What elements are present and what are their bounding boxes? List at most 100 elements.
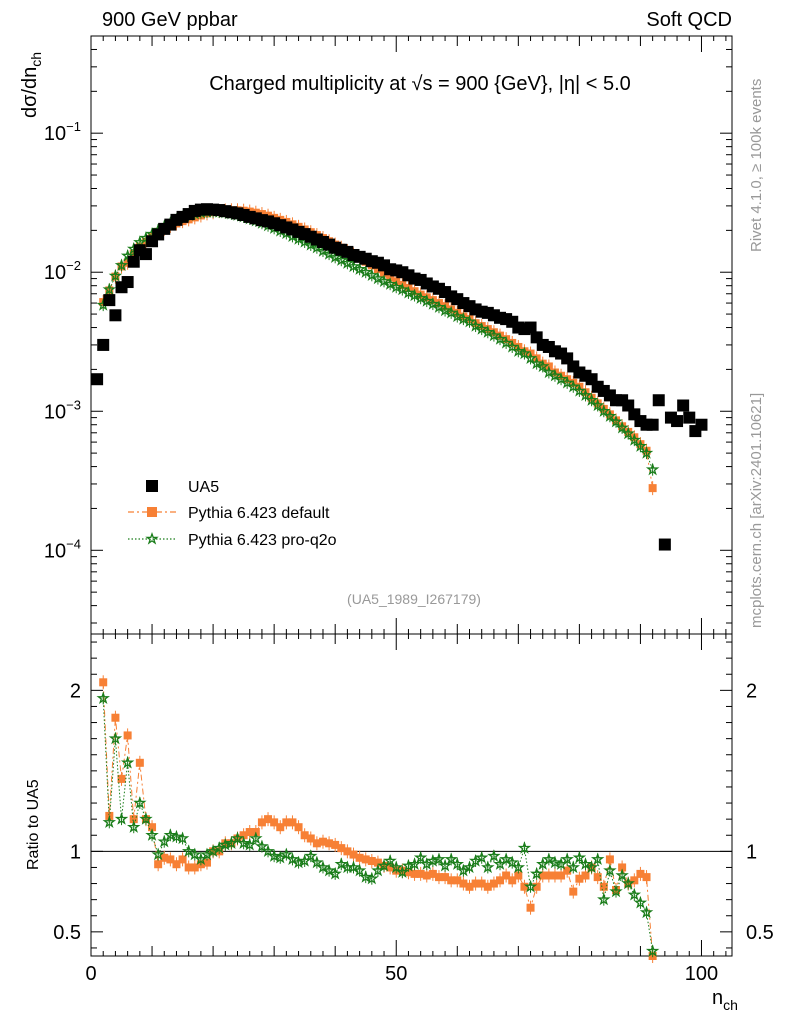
main-ua5-point: [652, 394, 665, 407]
ratio-default-point: [630, 876, 639, 885]
main-ytick-exp: −4: [66, 536, 81, 551]
ratio-default-point: [172, 860, 181, 869]
main-ytick-exp: −1: [66, 119, 81, 134]
ratio-default-point: [154, 860, 163, 869]
main-default-point: [544, 362, 553, 371]
ratio-default-point: [636, 869, 645, 878]
main-default-point: [373, 265, 382, 274]
ratio-default-point: [599, 882, 608, 891]
xlabel-sub: ch: [723, 997, 738, 1013]
main-default-point: [380, 269, 389, 278]
main-ua5-point: [127, 255, 140, 268]
ratio-default-point: [361, 855, 370, 864]
ratio-default-point: [489, 879, 498, 888]
ratio-ytick-label-left: 1: [70, 841, 81, 863]
ratio-default-point: [581, 871, 590, 880]
ratio-ytick-label-right: 0.5: [746, 922, 774, 944]
side-rivet-label: Rivet 4.1.0, ≥ 100k events: [748, 79, 765, 252]
ratio-default-point: [331, 840, 340, 849]
ratio-default-point: [502, 871, 511, 880]
ratio-default-point: [349, 850, 358, 859]
ratio-default-point: [404, 868, 413, 877]
ratio-default-point: [123, 731, 132, 740]
main-ytick-base: 10: [44, 262, 66, 284]
main-ua5-point: [103, 294, 116, 307]
ratio-default-point: [471, 879, 480, 888]
ratio-default-point: [135, 758, 144, 767]
ratio-default-point: [300, 831, 309, 840]
legend: UA5 Pythia 6.423 default Pythia 6.423 pr…: [128, 479, 337, 549]
ratio-default-point: [386, 863, 395, 872]
ratio-default-point: [569, 887, 578, 896]
ratio-default-point: [575, 874, 584, 883]
ratio-default-point: [496, 876, 505, 885]
ratio-default-point: [410, 869, 419, 878]
side-mcplots-label: mcplots.cern.ch [arXiv:2401.10621]: [748, 393, 765, 628]
ratio-default-point: [282, 818, 291, 827]
ratio-default-point: [318, 837, 327, 846]
ratio-default-point: [441, 873, 450, 882]
ratio-default-point: [465, 882, 474, 891]
legend-proq2o-label: Pythia 6.423 pro-q2o: [188, 532, 337, 549]
main-ytick-exp: −2: [66, 258, 81, 273]
plot-title: Charged multiplicity at √s = 900 {GeV}, …: [209, 73, 631, 95]
main-ytick-base: 10: [44, 401, 66, 423]
ratio-ylabel: Ratio to UA5: [25, 779, 42, 870]
main-default-line: [102, 209, 654, 489]
legend-default-label: Pythia 6.423 default: [188, 505, 330, 522]
main-proq2o-line: [102, 211, 654, 470]
xlabel: nch: [712, 987, 738, 1013]
ratio-default-point: [422, 871, 431, 880]
ratio-default-point: [459, 879, 468, 888]
ratio-default-point: [605, 855, 614, 864]
ratio-default-point: [483, 882, 492, 891]
ratio-default-point: [532, 882, 541, 891]
ratio-panel-marks: [97, 675, 659, 963]
ratio-panel-frame: [90, 633, 733, 957]
ratio-default-point: [520, 882, 529, 891]
legend-proq2o-marker: [146, 533, 158, 544]
ratio-default-point: [337, 844, 346, 853]
header-left-label: 900 GeV ppbar: [102, 9, 238, 31]
main-default-point: [386, 273, 395, 282]
ratio-default-point: [160, 853, 169, 862]
main-ua5-point: [500, 313, 513, 326]
main-ytick-base: 10: [44, 123, 66, 145]
main-ua5-point: [249, 212, 262, 225]
main-default-point: [648, 484, 657, 493]
main-default-point: [123, 258, 132, 267]
ratio-default-point: [245, 828, 254, 837]
ratio-default-point: [129, 815, 138, 824]
main-ylabel: dσ/dnch: [19, 52, 44, 118]
main-ytick-base: 10: [44, 540, 66, 562]
legend-ua5-label: UA5: [188, 479, 219, 496]
header-right-label: Soft QCD: [646, 9, 732, 31]
ratio-default-point: [99, 678, 108, 687]
ratio-default-point: [202, 858, 211, 867]
ratio-default-point: [306, 834, 315, 843]
xtick-label: 0: [85, 963, 96, 985]
main-panel-marks: [91, 203, 708, 551]
xtick-label: 50: [385, 963, 407, 985]
main-ua5-point: [683, 411, 696, 424]
ratio-proq2o-line: [102, 698, 654, 952]
legend-ua5-marker: [146, 480, 158, 492]
ratio-ytick-label-right: 1: [746, 841, 757, 863]
main-ua5-point: [671, 415, 684, 428]
ratio-default-point: [508, 876, 517, 885]
ratio-default-point: [434, 873, 443, 882]
ratio-default-point: [294, 823, 303, 832]
plot-title-sqrt: √s = 900 {GeV}, |η| < 5.0: [412, 73, 631, 95]
ratio-default-point: [239, 831, 248, 840]
ratio-default-point: [276, 823, 285, 832]
ratio-default-point: [270, 818, 279, 827]
ratio-default-point: [563, 866, 572, 875]
ratio-default-point: [264, 815, 273, 824]
ratio-default-point: [544, 871, 553, 880]
ratio-default-point: [325, 839, 334, 848]
main-ua5-point: [139, 248, 152, 261]
ratio-ytick-label-right: 2: [746, 680, 757, 702]
ratio-default-point: [618, 863, 627, 872]
main-ua5-point: [695, 418, 708, 431]
